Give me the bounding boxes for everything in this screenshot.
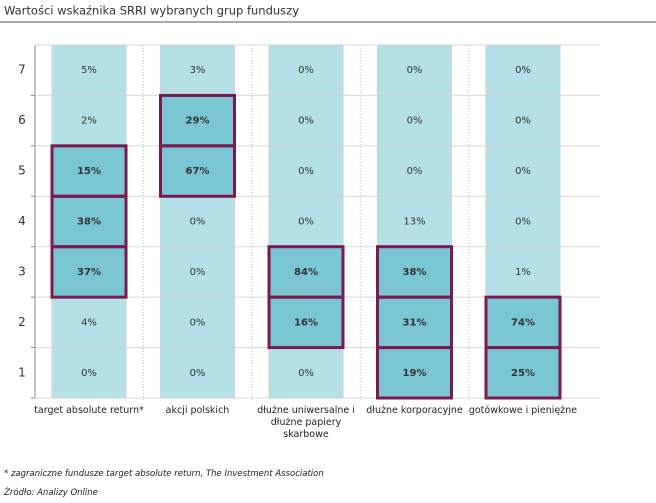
cell: [268, 195, 344, 248]
y-tick-label: 7: [18, 63, 26, 77]
cell-label: 0%: [407, 116, 423, 127]
y-tick-label: 4: [18, 214, 26, 228]
cell-label: 29%: [186, 116, 210, 127]
cell-label: 25%: [511, 368, 535, 379]
cell-label: 0%: [407, 166, 423, 177]
cell-label: 0%: [298, 368, 314, 379]
cell-label: 0%: [81, 368, 97, 379]
cell-label: 0%: [190, 217, 206, 228]
highlight-border: [159, 93, 236, 148]
x-tick-label: dłużne korporacyjne: [366, 405, 463, 416]
x-tick-label: gotówkowe i pieniężne: [468, 405, 578, 416]
cell-label: 3%: [190, 65, 206, 76]
cell-label: 19%: [403, 368, 427, 379]
cell-label: 0%: [190, 317, 206, 328]
x-tick-label: akcji polskich: [165, 405, 230, 416]
cell-label: 84%: [294, 267, 318, 278]
cell: [485, 94, 561, 147]
cell-label: 0%: [298, 65, 314, 76]
highlight-border: [50, 144, 128, 198]
cell-label: 1%: [515, 267, 531, 278]
cell: [268, 347, 344, 399]
y-tick-label: 1: [18, 365, 26, 379]
cell: [268, 246, 344, 298]
cell-label: 0%: [515, 166, 531, 177]
cell-label: 16%: [294, 317, 318, 328]
cell-label: 0%: [298, 217, 314, 228]
cell: [485, 246, 561, 298]
cell-label: 37%: [77, 267, 101, 278]
cell-label: 0%: [515, 116, 531, 127]
cell: [51, 94, 127, 147]
cell: [51, 195, 127, 248]
x-tick-label: target absolute return*: [34, 405, 144, 416]
cell: [485, 44, 561, 96]
cell-label: 0%: [298, 116, 314, 127]
y-tick-label: 6: [18, 113, 26, 127]
y-tick-label: 2: [18, 315, 26, 329]
cell-label: 4%: [81, 317, 97, 328]
highlight-border: [484, 295, 562, 350]
cell-label: 74%: [511, 317, 535, 328]
cell: [160, 145, 235, 197]
cell-label: 38%: [77, 217, 101, 228]
cell-label: 0%: [190, 267, 206, 278]
cell: [160, 347, 235, 399]
cell-label: 38%: [403, 267, 427, 278]
footnote: Źródło: Analizy Online: [4, 488, 98, 498]
cell: [160, 44, 235, 96]
footnote: * zagraniczne fundusze target absolute r…: [4, 469, 324, 479]
cell-label: 2%: [81, 116, 97, 127]
cell: [268, 44, 344, 96]
cell-label: 0%: [298, 166, 314, 177]
cell: [160, 246, 235, 298]
cell: [51, 347, 127, 399]
cell: [160, 94, 235, 147]
y-tick-label: 3: [18, 264, 26, 278]
cell: [160, 296, 235, 349]
cell: [377, 145, 452, 197]
cell-label: 15%: [77, 166, 101, 177]
cell-label: 5%: [81, 65, 97, 76]
chart-title: Wartości wskaźnika SRRI wybranych grup f…: [4, 4, 299, 18]
cell-label: 31%: [403, 317, 427, 328]
cell: [377, 44, 452, 96]
x-tick-label: dłużne uniwersalne i dłużne papiery skar…: [257, 405, 355, 440]
cell-label: 0%: [407, 65, 423, 76]
cell: [268, 145, 344, 197]
cell: [485, 195, 561, 248]
cell-label: 0%: [515, 65, 531, 76]
cell: [51, 44, 127, 96]
cell-label: 0%: [515, 217, 531, 228]
cell: [268, 94, 344, 147]
cell-label: 13%: [403, 217, 425, 228]
y-tick-label: 5: [18, 164, 26, 178]
highlight-border: [376, 245, 453, 299]
highlight-border: [267, 245, 345, 299]
cell-label: 0%: [190, 368, 206, 379]
cell-label: 67%: [186, 166, 210, 177]
